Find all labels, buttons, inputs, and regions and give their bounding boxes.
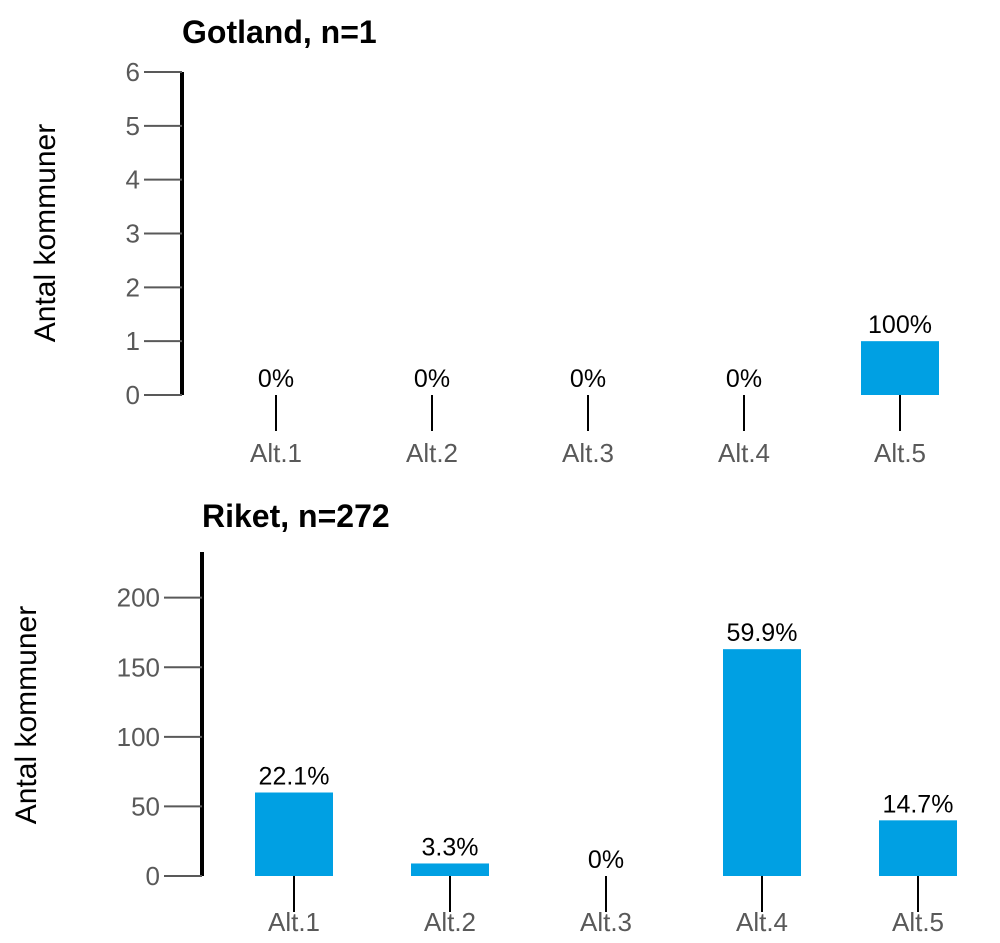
bar [255, 792, 333, 876]
y-tick-label: 2 [126, 272, 140, 302]
data-label: 3.3% [422, 833, 479, 861]
y-axis-title: Antal kommuner [10, 606, 43, 824]
x-tick-label: Alt.5 [874, 438, 926, 468]
y-tick-label: 50 [131, 791, 160, 821]
y-axis-title: Antal kommuner [29, 124, 62, 342]
y-tick-label: 0 [126, 380, 140, 410]
x-tick-label: Alt.1 [268, 907, 320, 937]
y-tick-label: 6 [126, 57, 140, 87]
bar [411, 863, 489, 876]
x-tick-label: Alt.2 [424, 907, 476, 937]
y-tick-label: 150 [117, 652, 160, 682]
x-tick-label: Alt.4 [736, 907, 788, 937]
x-tick-label: Alt.3 [562, 438, 614, 468]
x-tick-label: Alt.1 [250, 438, 302, 468]
y-tick-label: 200 [117, 583, 160, 613]
data-label: 0% [570, 365, 606, 393]
data-label: 100% [868, 311, 932, 339]
x-tick-label: Alt.4 [718, 438, 770, 468]
data-label: 0% [726, 365, 762, 393]
chart-riket: Riket, n=272 Antal kommuner 0 50 100 150 200… [10, 498, 957, 937]
x-tick-label: Alt.5 [892, 907, 944, 937]
x-tick-label: Alt.2 [406, 438, 458, 468]
plot-area: 0 1 2 3 4 5 6 0% Alt.1 0% Alt.2 0% Alt.3 0% Alt.4 100% A… [126, 57, 939, 468]
plot-area: 0 50 100 150 200 22.1% Alt.1 3.3% Alt.2 0% Alt.3 59… [117, 552, 957, 937]
data-label: 0% [588, 846, 624, 874]
y-tick-label: 4 [126, 165, 140, 195]
y-tick-label: 5 [126, 111, 140, 141]
chart-gotland: Gotland, n=1 Antal kommuner 0 1 2 3 4 5 6 0% Alt… [29, 14, 939, 468]
data-label: 14.7% [883, 790, 954, 818]
bar [879, 820, 957, 876]
bar [861, 341, 939, 395]
y-tick-label: 3 [126, 219, 140, 249]
data-label: 0% [258, 365, 294, 393]
data-label: 59.9% [727, 619, 798, 647]
y-tick-label: 100 [117, 722, 160, 752]
x-tick-label: Alt.3 [580, 907, 632, 937]
data-label: 0% [414, 365, 450, 393]
y-tick-label: 0 [146, 861, 160, 891]
bar [723, 649, 801, 876]
chart-title: Riket, n=272 [202, 498, 390, 534]
chart-title: Gotland, n=1 [182, 14, 377, 50]
y-tick-label: 1 [126, 326, 140, 356]
data-label: 22.1% [259, 763, 330, 791]
